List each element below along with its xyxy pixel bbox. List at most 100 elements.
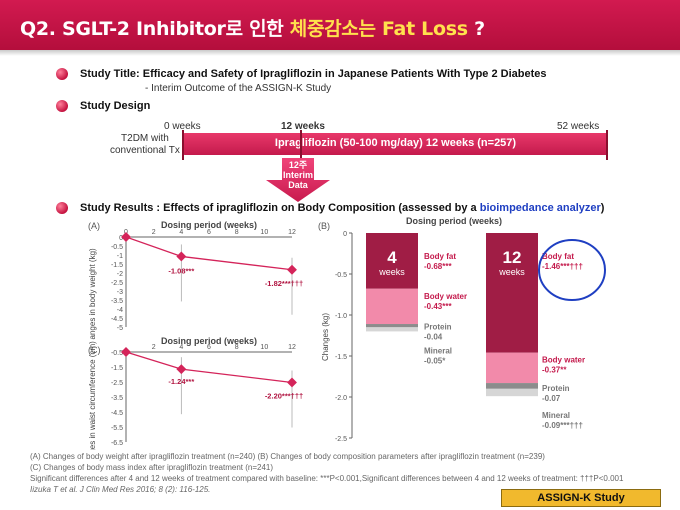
y-tick-label: -2.5: [335, 436, 347, 443]
bar-segment-body-fat: [366, 233, 418, 289]
y-tick-label: -5.5: [111, 425, 123, 432]
design-heading: Study Design: [80, 100, 151, 112]
y-tick-label: -2.5: [111, 280, 123, 287]
bar-segment-body-fat: [486, 233, 538, 353]
panel-b-label: (B): [318, 221, 330, 231]
data-label: -0.04: [424, 332, 443, 341]
citation: Iizuka T et al. J Clin Med Res 2016; 8 (…: [30, 485, 211, 494]
treatment-bar-label: Ipragliflozin (50-100 mg/day) 12 weeks (…: [274, 137, 517, 149]
y-tick-label: -0.5: [111, 350, 123, 357]
data-point: [176, 364, 187, 375]
series-line: [125, 351, 293, 384]
y-tick-label: -3: [117, 289, 123, 296]
results-link-text: bioimpedance analyzer: [479, 202, 601, 214]
bar-segment-protein: [366, 324, 418, 328]
y-tick-label: -4.5: [111, 316, 123, 323]
interim-line3: Data: [288, 180, 308, 190]
y-tick-label: -4: [117, 307, 123, 314]
population-label: T2DM with conventional Tx: [110, 133, 180, 157]
y-tick-label: 0: [343, 231, 347, 238]
data-label: -1.24***: [168, 377, 194, 386]
bar-segment-body-water: [366, 288, 418, 325]
x-tick-label: 8: [235, 344, 239, 351]
y-tick-label: -6.5: [111, 440, 123, 447]
bar-unit: weeks: [498, 267, 525, 277]
y-tick-label: -1: [117, 253, 123, 260]
data-label: -1.46***†††: [542, 262, 583, 271]
legend-name: Body water: [542, 356, 585, 365]
chart-b-ylabel: Changes (kg): [321, 313, 330, 361]
x-tick-label: 10: [260, 229, 268, 236]
legend-name: Body fat: [424, 252, 456, 261]
x-tick-label: 4: [179, 344, 183, 351]
x-tick-label: 4: [179, 229, 183, 236]
week12-label: 12 weeks: [281, 121, 325, 132]
data-point: [287, 377, 297, 388]
data-label: -0.07: [542, 394, 561, 403]
legend-name: Mineral: [542, 411, 570, 420]
interim-line1: 12주: [288, 160, 308, 170]
panel-a-label: (A): [88, 221, 100, 231]
chart-a-plot: 0-0.5-1-1.5-2-2.5-3-3.5-4-4.5-5024681012…: [111, 229, 303, 332]
y-tick-label: -1.5: [111, 262, 123, 269]
data-label: -1.08***: [168, 266, 194, 275]
chart-a-title: Dosing period (weeks): [161, 220, 257, 230]
data-label: -0.68***: [424, 262, 452, 271]
panel-c-label: (C): [88, 345, 101, 355]
data-point: [121, 232, 131, 242]
study-subtitle: - Interim Outcome of the ASSIGN-K Study: [145, 83, 332, 94]
week0-tick: [182, 130, 184, 160]
week12-tick: [300, 130, 302, 160]
header-banner: Q2. SGLT-2 Inhibitor로 인한 체중감소는 Fat Loss …: [0, 0, 680, 50]
population-line2: conventional Tx: [110, 145, 180, 156]
bar-unit: weeks: [378, 267, 405, 277]
population-line1: T2DM with: [121, 133, 169, 144]
chart-c-waist: (C) Dosing period (weeks) Changes in wai…: [88, 336, 303, 450]
interim-line2: Interim: [282, 170, 313, 180]
legend-name: Body water: [424, 292, 467, 301]
x-tick-label: 8: [235, 229, 239, 236]
data-point: [287, 264, 297, 275]
data-label: -1.82***†††: [265, 279, 303, 288]
series-line: [125, 236, 293, 271]
chart-c-plot: -0.5 -1.5 -2.5 -3.5 -4.5 -5.5 -6.5 2 4 6 8 10 12 -1.2…: [111, 344, 303, 447]
bar-segment-mineral: [366, 327, 418, 332]
x-tick-label: 2: [152, 344, 156, 351]
footnote-1: (A) Changes of body weight after ipragli…: [30, 452, 545, 461]
chart-a-ylabel: Changes in body weight (kg): [88, 248, 97, 340]
bar-number: 4: [387, 248, 397, 267]
data-label: -0.09***†††: [542, 421, 583, 430]
data-point: [176, 251, 187, 262]
treatment-bar: Ipragliflozin (50-100 mg/day) 12 weeks (…: [183, 133, 608, 155]
page-title: Q2. SGLT-2 Inhibitor로 인한 체중감소는 Fat Loss …: [20, 18, 485, 40]
data-label: -2.20***†††: [265, 391, 303, 400]
y-tick-label: -2.0: [335, 395, 347, 402]
data-label: -0.37**: [542, 366, 567, 375]
x-tick-label: 12: [288, 229, 296, 236]
footnote-2: (C) Changes of body mass index after ipr…: [30, 463, 274, 472]
bar-segment-body-water: [486, 352, 538, 384]
chart-a-body-weight: (A) Dosing period (weeks) Changes in bod…: [88, 220, 303, 340]
legend-name: Protein: [542, 384, 570, 393]
chart-b-body-composition: (B) Dosing period (weeks) Changes (kg) 0…: [318, 216, 606, 443]
x-tick-label: 6: [207, 344, 211, 351]
data-label: -0.43***: [424, 302, 452, 311]
y-tick-label: -2.5: [111, 380, 123, 387]
bar-segment-protein: [486, 383, 538, 389]
y-tick-label: -5: [117, 325, 123, 332]
study-badge: ASSIGN-K Study: [501, 489, 661, 507]
interim-label: 12주 Interim Data: [270, 160, 326, 190]
interim-arrow-icon: [266, 158, 330, 202]
bullet-icon: [56, 68, 68, 80]
results-heading: Study Results : Effects of ipragliflozin…: [80, 202, 605, 214]
y-tick-label: -2: [117, 271, 123, 278]
bar-number: 12: [503, 248, 522, 267]
x-tick-label: 6: [207, 229, 211, 236]
study-title: Study Title: Efficacy and Safety of Ipra…: [80, 68, 547, 80]
y-tick-label: -1.0: [335, 313, 347, 320]
bullet-icon: [56, 202, 68, 214]
data-label: -0.05*: [424, 356, 446, 365]
y-tick-label: 0: [119, 235, 123, 242]
week52-label: 52 weeks: [557, 121, 600, 132]
